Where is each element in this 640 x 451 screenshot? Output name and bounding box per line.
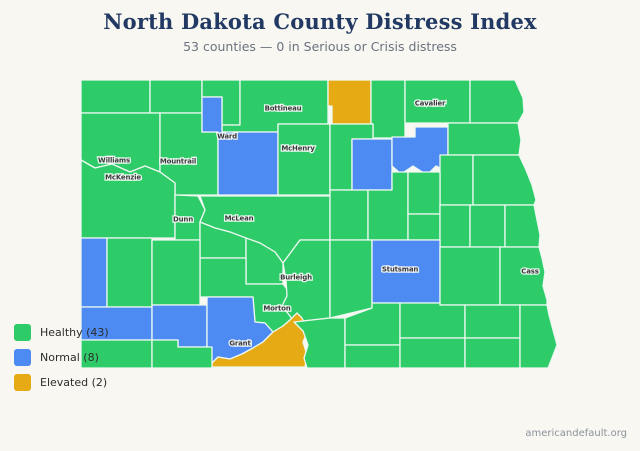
county-benson[interactable] (351, 138, 393, 191)
county-label-morton: Morton (263, 305, 290, 313)
county-nelson[interactable] (439, 154, 474, 206)
legend-label-elevated: Elevated (2) (40, 376, 108, 389)
county-grand-forks[interactable] (472, 154, 537, 206)
legend-label-healthy: Healthy (43) (40, 326, 109, 339)
county-adams[interactable] (151, 339, 213, 369)
county-towner[interactable] (370, 79, 406, 139)
county-emmons[interactable] (293, 317, 346, 369)
county-golden-valley[interactable] (80, 237, 108, 308)
county-label-cavalier: Cavalier (415, 100, 446, 108)
county-burke[interactable] (149, 79, 203, 114)
county-mcintosh[interactable] (344, 344, 401, 369)
normal-swatch-icon (14, 349, 31, 366)
county-polygons (80, 79, 558, 369)
county-sargent[interactable] (464, 337, 521, 369)
county-cass[interactable] (499, 246, 548, 306)
county-labels: Bottineau Cavalier Williams Mountrail Ward Mc… (97, 98, 540, 349)
page-title: North Dakota County Distress Index (103, 9, 537, 34)
county-walsh[interactable] (447, 122, 522, 156)
legend-label-normal: Normal (8) (40, 351, 99, 364)
county-griggs[interactable] (439, 204, 471, 248)
county-label-bottineau: Bottineau (265, 105, 302, 113)
elevated-swatch-icon (14, 374, 31, 391)
county-steele[interactable] (469, 204, 506, 248)
county-ramsey[interactable] (391, 126, 449, 176)
county-richland[interactable] (519, 304, 558, 369)
county-lamoure[interactable] (399, 302, 466, 339)
county-label-stutsman: Stutsman (382, 266, 419, 274)
county-billings[interactable] (106, 237, 153, 308)
county-eddy[interactable] (407, 171, 441, 215)
legend-item-normal: Normal (8) (14, 348, 109, 367)
county-label-mchenry: McHenry (281, 145, 315, 153)
county-ransom[interactable] (464, 304, 521, 339)
county-mchenry[interactable] (277, 123, 331, 196)
healthy-swatch-icon (14, 324, 31, 341)
county-label-mckenzie: McKenzie (105, 174, 141, 182)
county-rolette[interactable] (327, 79, 372, 125)
legend: Healthy (43) Normal (8) Elevated (2) (14, 323, 109, 398)
county-stark[interactable] (151, 239, 201, 306)
county-barnes[interactable] (439, 246, 501, 306)
legend-item-elevated: Elevated (2) (14, 373, 109, 392)
county-foster[interactable] (407, 213, 441, 241)
legend-item-healthy: Healthy (43) (14, 323, 109, 342)
county-label-cass: Cass (521, 268, 538, 276)
county-label-mountrail: Mountrail (160, 158, 196, 166)
county-dickey[interactable] (399, 337, 466, 369)
county-label-burleigh: Burleigh (280, 274, 312, 282)
county-pembina[interactable] (469, 79, 525, 124)
county-sheridan[interactable] (329, 189, 369, 241)
county-label-williams: Williams (98, 157, 130, 165)
county-label-dunn: Dunn (173, 216, 193, 224)
county-label-ward: Ward (217, 133, 237, 141)
county-divide[interactable] (80, 79, 151, 114)
county-label-grant: Grant (229, 340, 251, 348)
county-traill[interactable] (504, 204, 541, 248)
page-subtitle: 53 counties — 0 in Serious or Crisis dis… (183, 39, 457, 54)
county-label-mclean: McLean (225, 215, 254, 223)
county-kidder[interactable] (329, 239, 373, 319)
attribution-text: americandefault.org (525, 428, 627, 439)
